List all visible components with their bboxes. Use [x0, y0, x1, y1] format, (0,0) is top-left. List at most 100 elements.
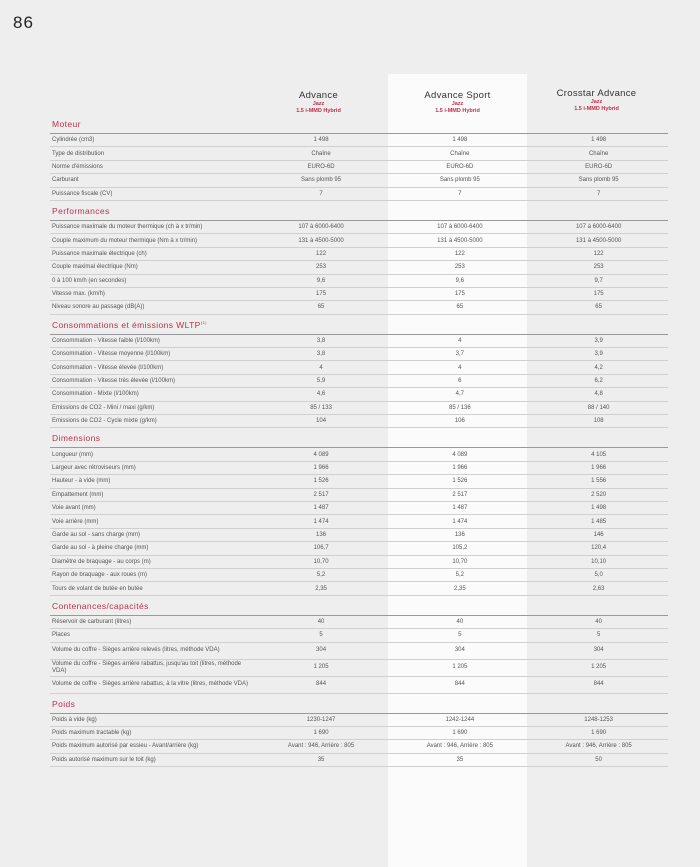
row-value: 5,9 — [316, 378, 326, 385]
section-header: Performances — [50, 201, 668, 221]
row-value: 1 690 — [591, 730, 607, 737]
row-value: 104 — [316, 418, 327, 425]
row-label: Voie arrière (mm) — [52, 518, 99, 525]
row-label: Garde au sol - sans charge (mm) — [52, 531, 141, 538]
row-value: 35 — [317, 756, 325, 763]
table-row: Niveau sonore au passage (dB(A)) 65 65 65 — [50, 301, 668, 315]
row-value: 9,6 — [455, 277, 465, 284]
row-label: Volume du coffre - Sièges arrière rabatt… — [52, 661, 242, 674]
row-label: Places — [52, 632, 71, 639]
row-label: Puissance maximale du moteur thermique (… — [52, 224, 203, 231]
row-value: 175 — [454, 291, 465, 298]
table-row: Carburant Sans plomb 95 Sans plomb 95 Sans … — [50, 174, 668, 188]
row-value: 35 — [456, 756, 464, 763]
row-value: 5,2 — [316, 572, 326, 579]
section-title-text: Consommations et émissions WLTP — [52, 319, 201, 330]
row-value: 1 498 — [591, 505, 607, 512]
row-value: 85 / 133 — [310, 404, 332, 411]
row-value: 2 517 — [313, 491, 329, 498]
row-value: 2 520 — [591, 491, 607, 498]
row-value: 1230-1247 — [306, 716, 336, 723]
column-header: Advance Sport Jazz 1.5 i-MMD Hybrid — [388, 90, 527, 115]
row-value: 6,2 — [594, 378, 603, 385]
row-value: 175 — [316, 291, 327, 298]
column-model: Jazz — [451, 101, 464, 107]
row-value: EURO-6D — [585, 163, 613, 170]
row-value: 106 — [454, 418, 465, 425]
column-name: Advance — [298, 90, 339, 101]
row-value: 1 966 — [313, 465, 329, 471]
section-title-text: Moteur — [52, 119, 81, 129]
table-row: Diamètre de braquage - au corps (m) 10,70… — [50, 556, 668, 569]
row-value: 1248-1253 — [584, 716, 613, 723]
section-title: Performances — [52, 206, 110, 216]
table-row: Places 5 5 5 — [50, 629, 668, 643]
row-label: Volume de coffre - Sièges arrière rabatt… — [52, 681, 248, 688]
table-row: Cylindrée (cm3) 1 498 1 498 1 498 — [50, 134, 668, 148]
column-model: Jazz — [590, 99, 603, 105]
row-value: 107 à 6000-6400 — [437, 224, 483, 231]
row-value: 1 205 — [452, 664, 468, 671]
spec-table: Moteur Cylindrée (cm3) 1 498 1 498 1 498 Type… — [50, 114, 668, 768]
table-row: Consommation - Vitesse élevée (l/100km) 4… — [50, 361, 668, 375]
row-label: Puissance maximale électrique (ch) — [52, 250, 147, 257]
row-label: Norme d'émissions — [52, 163, 103, 170]
row-value: 304 — [316, 647, 327, 654]
row-value: 1 487 — [313, 505, 329, 512]
row-value: 1 556 — [591, 478, 607, 485]
section-header: Consommations et émissions WLTP(1) — [50, 315, 668, 335]
row-value: 10,10 — [591, 558, 607, 565]
row-value: 40 — [317, 618, 325, 625]
row-label: Largeur avec rétroviseurs (mm) — [52, 465, 136, 471]
row-label: Empattement (mm) — [52, 491, 104, 498]
table-row: Voie arrière (mm) 1 474 1 474 1 485 — [50, 515, 668, 529]
row-value: Sans plomb 95 — [578, 177, 619, 184]
row-label: Consommation - Vitesse moyenne (l/100km) — [52, 351, 171, 358]
row-value: Sans plomb 95 — [439, 177, 480, 184]
row-value: 1 690 — [313, 730, 329, 737]
row-value: 5 — [596, 632, 601, 639]
row-value: 6 — [458, 378, 462, 385]
row-value: 107 à 6000-6400 — [298, 224, 344, 231]
table-row: 0 à 100 km/h (en secondes) 9,6 9,6 9,7 — [50, 275, 668, 288]
row-value: Avant : 946, Arrière : 805 — [426, 743, 493, 750]
section-header: Moteur — [50, 114, 668, 134]
row-label: Tours de volant de butée en butée — [52, 585, 143, 592]
row-value: 4,6 — [316, 391, 326, 398]
row-value: 5,2 — [455, 572, 465, 579]
row-label: Emissions de CO2 - Cycle mixte (g/km) — [52, 418, 157, 425]
row-value: 175 — [593, 291, 604, 298]
row-value: 88 / 140 — [587, 404, 610, 411]
row-value: 106,7 — [313, 545, 329, 552]
table-row: Tours de volant de butée en butée 2,35 2,3… — [50, 582, 668, 596]
table-row: Consommation - Vitesse très élevée (l/10… — [50, 375, 668, 389]
row-value: 1 526 — [452, 478, 468, 485]
row-value: 3,7 — [455, 351, 465, 358]
row-label: Consommation - Mixte (l/100km) — [52, 391, 139, 398]
section-title-text: Contenances/capacités — [52, 600, 149, 611]
row-label: Garde au sol - à pleine charge (mm) — [52, 545, 149, 552]
table-row: Couple maximum du moteur thermique (Nm à… — [50, 234, 668, 248]
row-value: 5 — [319, 632, 323, 639]
row-value: 9,6 — [316, 277, 326, 284]
row-label: Longueur (mm) — [52, 451, 94, 458]
row-value: 4 — [458, 337, 462, 344]
row-label: Poids autorisé maximum sur le toit (kg) — [52, 756, 156, 763]
row-value: 844 — [454, 681, 465, 688]
row-value: EURO-6D — [446, 163, 474, 170]
row-value: 1 487 — [452, 505, 468, 512]
row-label: Type de distribution — [52, 150, 105, 157]
row-value: 108 — [593, 418, 604, 425]
column-header: Advance Jazz 1.5 i-MMD Hybrid — [249, 90, 388, 115]
footnote-marker: (1) — [200, 319, 207, 325]
row-value: 4 089 — [452, 451, 468, 458]
table-row: Largeur avec rétroviseurs (mm) 1 966 1 966… — [50, 462, 668, 476]
row-value: 1 498 — [452, 137, 468, 144]
row-label: Voie avant (mm) — [52, 505, 96, 512]
table-row: Poids autorisé maximum sur le toit (kg) 3… — [50, 754, 668, 768]
table-row: Vitesse max. (km/h) 175 175 175 — [50, 288, 668, 302]
row-value: 7 — [458, 190, 462, 197]
column-name: Advance Sport — [424, 90, 491, 101]
row-label: Consommation - Vitesse faible (l/100km) — [52, 337, 160, 344]
row-value: 1242-1244 — [445, 716, 475, 723]
